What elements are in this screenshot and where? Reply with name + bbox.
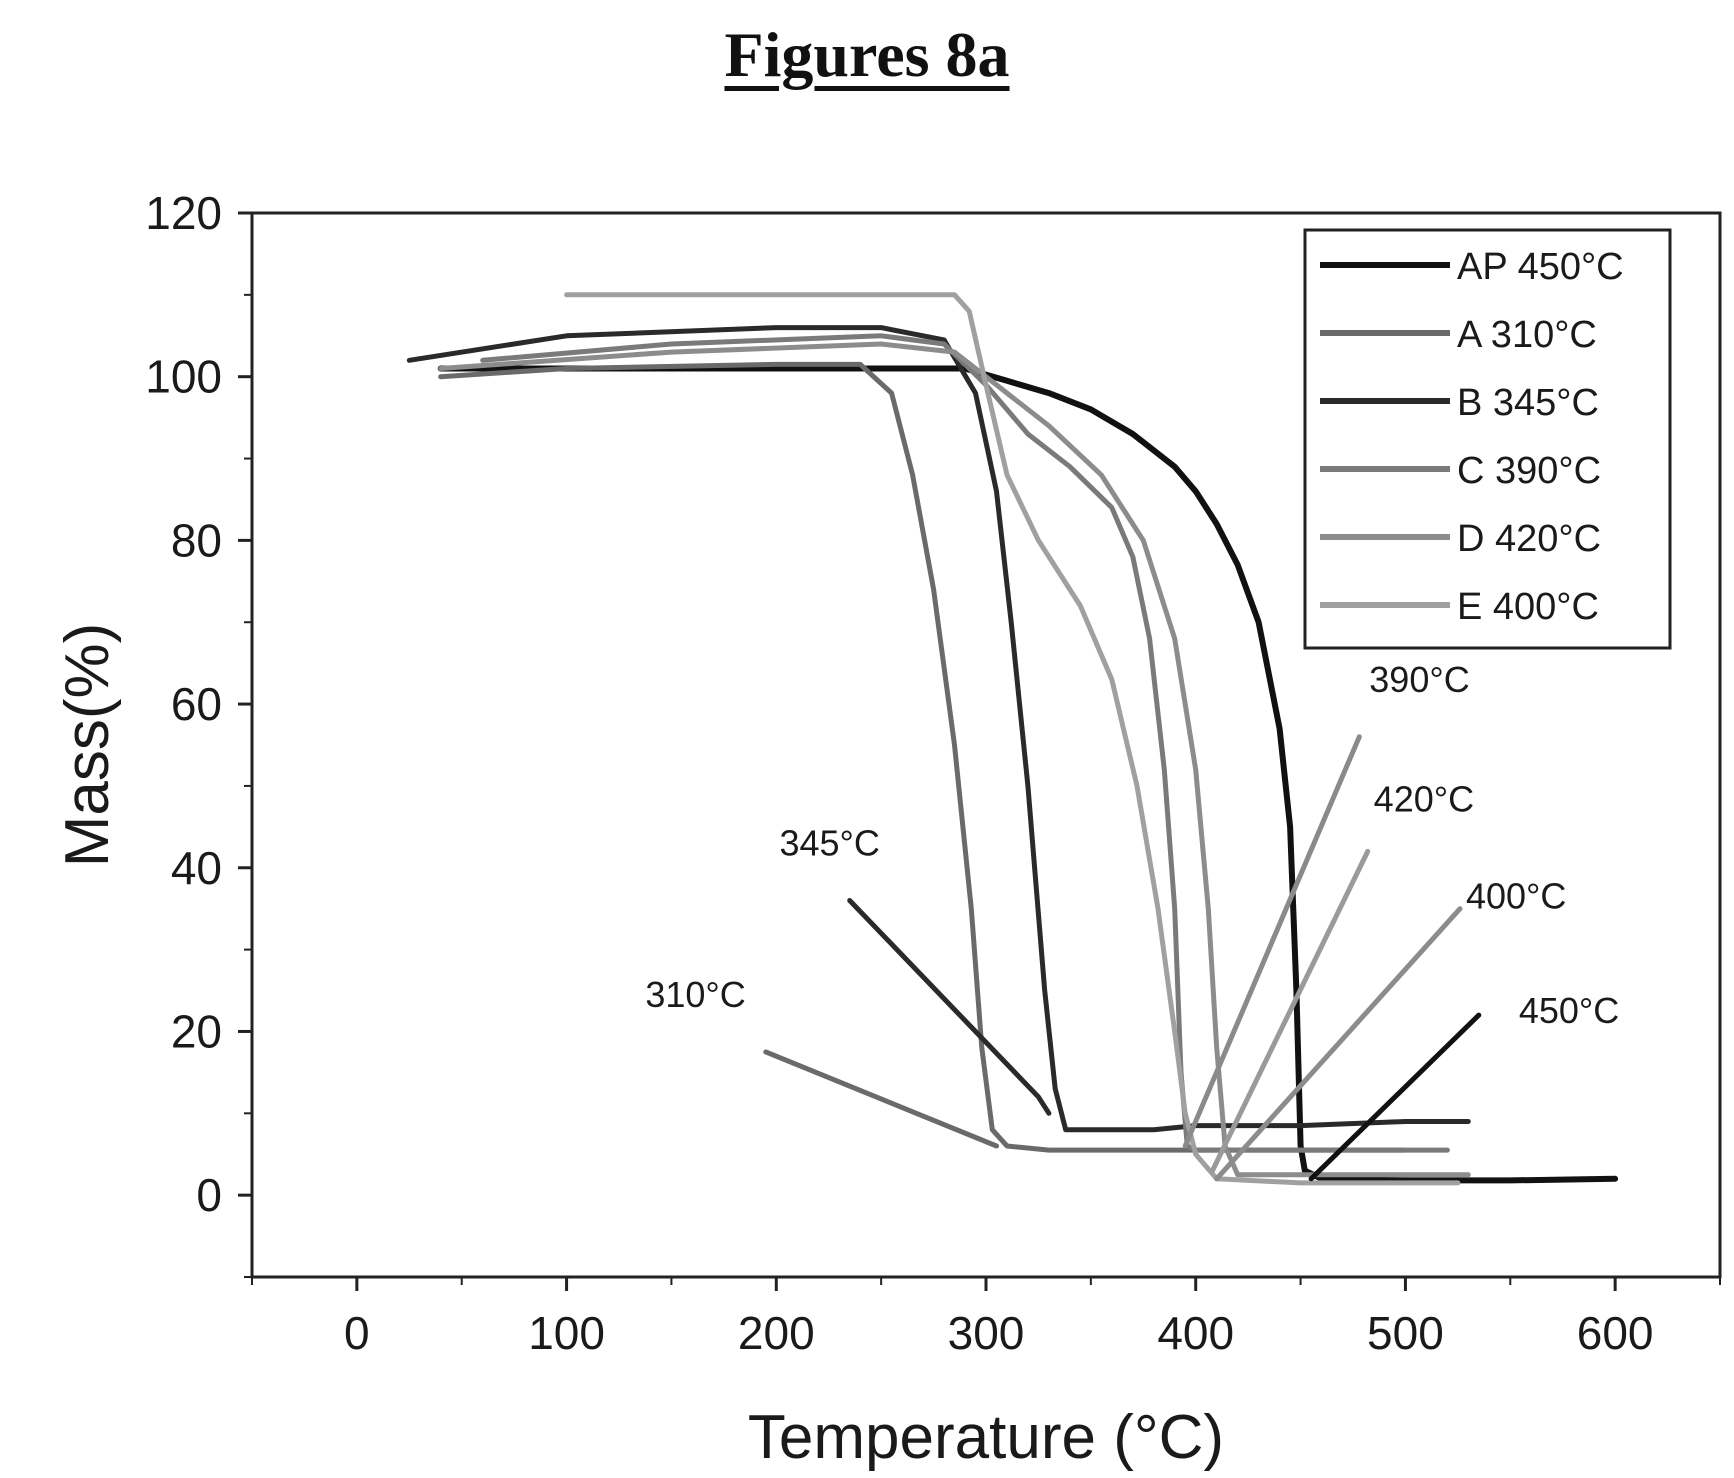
y-tick-label: 20 (171, 1005, 222, 1057)
y-tick-label: 100 (145, 351, 222, 403)
x-tick-label: 300 (948, 1307, 1025, 1359)
legend-label-3: B 345°C (1457, 382, 1599, 424)
y-axis-title: Mass(%) (53, 623, 122, 868)
legend-label-5: D 420°C (1457, 518, 1601, 560)
figure-title: Figures 8a (724, 19, 1010, 90)
legend-label-4: C 390°C (1457, 450, 1601, 492)
legend-label-6: E 400°C (1457, 586, 1599, 628)
series-line-4 (480, 333, 1450, 1153)
y-tick-label: 40 (171, 842, 222, 894)
annotations: 310°C 345°C 390°C 420°C 400°C 450°C (645, 659, 1619, 1182)
y-tick-label: 120 (145, 187, 222, 239)
x-tick-label: 600 (1577, 1307, 1654, 1359)
series-line-5 (438, 341, 1471, 1178)
y-tick-label: 60 (171, 678, 222, 730)
annotation-label-2: 345°C (779, 823, 879, 864)
x-axis-title: Temperature (°C) (748, 1403, 1224, 1472)
annotation-line-5 (1214, 906, 1463, 1182)
x-tick-label: 100 (528, 1307, 605, 1359)
annotation-label-4: 420°C (1374, 778, 1474, 819)
legend: AP 450°C A 310°C B 345°C C 390°C D 420°C E 40… (1303, 228, 1672, 650)
series-line-3 (406, 325, 1471, 1133)
annotation-line-4 (1210, 848, 1371, 1174)
annotation-line-3 (1182, 734, 1362, 1149)
annotation-line-2 (847, 898, 1052, 1116)
y-tick-label: 80 (171, 514, 222, 566)
legend-box (1303, 228, 1672, 650)
x-tick-label: 400 (1157, 1307, 1234, 1359)
annotation-label-6: 450°C (1519, 990, 1619, 1031)
series-line-6 (564, 292, 1461, 1186)
annotation-line-6 (1308, 1012, 1482, 1182)
x-tick-label: 500 (1367, 1307, 1444, 1359)
legend-label-2: A 310°C (1457, 314, 1597, 356)
annotation-label-3: 390°C (1369, 659, 1469, 700)
series-line-2 (438, 361, 1408, 1153)
annotation-label-1: 310°C (645, 974, 745, 1015)
annotation-line-1 (763, 1049, 999, 1149)
x-axis: 0 100 200 300 400 500 600 (251, 1277, 1721, 1359)
x-tick-label: 0 (344, 1307, 370, 1359)
y-tick-label: 0 (196, 1169, 222, 1221)
annotation-label-5: 400°C (1466, 876, 1566, 917)
y-axis: 0 20 40 60 80 100 120 (145, 187, 252, 1278)
x-tick-label: 200 (738, 1307, 815, 1359)
series-layer (406, 292, 1619, 1186)
legend-label-1: AP 450°C (1457, 246, 1624, 288)
